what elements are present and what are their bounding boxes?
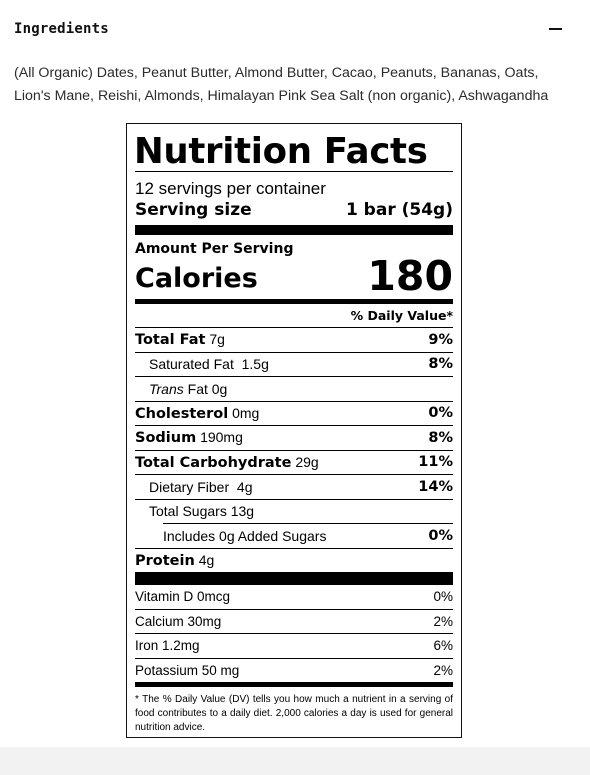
calories-label: Calories — [135, 263, 258, 294]
nutrient-row-potassium: Potassium 50 mg 2% — [135, 657, 453, 683]
nutrient-dv: 14% — [418, 478, 453, 495]
nutrient-row-calcium: Calcium 30mg 2% — [135, 608, 453, 634]
ingredients-accordion-header[interactable]: Ingredients — [14, 18, 566, 40]
nutrient-label: Vitamin D 0mcg — [135, 589, 231, 605]
calories-value: 180 — [367, 252, 453, 300]
nutrient-row-vitamin-d: Vitamin D 0mcg 0% — [135, 585, 453, 609]
nutrient-row-sodium: Sodium 190mg 8% — [135, 425, 453, 450]
nutrient-label: Dietary Fiber — [149, 478, 230, 495]
nutrient-label: Iron 1.2mg — [135, 638, 200, 654]
serving-size-row: Serving size 1 bar (54g) — [135, 199, 453, 221]
nutrient-amount: 1.5g — [241, 356, 269, 373]
nutrient-label: Includes 0g Added Sugars — [163, 527, 327, 544]
nutrient-label: Saturated Fat — [149, 356, 234, 373]
nutrient-row-saturated-fat: Saturated Fat 1.5g 8% — [135, 351, 453, 377]
nutrient-label: Calcium 30mg — [135, 613, 222, 629]
nutrient-row-total-fat: Total Fat 7g 9% — [135, 327, 453, 352]
nutrition-title: Nutrition Facts — [134, 131, 428, 172]
nutrient-amount: 190mg — [200, 429, 243, 446]
nutrient-label: Protein — [135, 552, 195, 569]
nutrient-label: Sodium — [135, 430, 197, 447]
nutrient-amount: 0g — [211, 380, 228, 397]
nutrient-label: Total Sugars — [149, 503, 227, 520]
nutrient-dv: 0% — [433, 589, 453, 605]
serving-size-value: 1 bar (54g) — [345, 200, 453, 220]
nutrient-label: Potassium 50 mg — [135, 662, 240, 678]
nutrient-label: Total Carbohydrate — [135, 454, 292, 471]
nutrient-row-cholesterol: Cholesterol 0mg 0% — [135, 400, 453, 426]
serving-size-label: Serving size — [135, 200, 252, 220]
nutrient-dv: 6% — [433, 638, 453, 654]
servings-per-container: 12 servings per container — [135, 179, 326, 198]
nutrient-amount: 13g — [230, 503, 255, 520]
nutrient-row-added-sugars: Includes 0g Added Sugars 0% — [163, 523, 453, 548]
nutrient-dv: 9% — [428, 331, 453, 348]
page-bottom-band — [0, 747, 590, 775]
ingredients-list: (All Organic) Dates, Peanut Butter, Almo… — [14, 65, 549, 104]
divider-heavy — [135, 572, 453, 585]
nutrient-label-italic: Trans — [149, 380, 184, 397]
nutrient-dv: 8% — [428, 356, 453, 373]
nutrient-row-total-carbohydrate: Total Carbohydrate 29g 11% — [135, 449, 453, 475]
divider-medium — [135, 682, 453, 687]
nutrient-dv: 0% — [428, 405, 453, 422]
divider-heavy — [135, 225, 453, 235]
divider — [135, 171, 453, 172]
nutrient-row-total-sugars: Total Sugars 13g — [135, 498, 453, 524]
nutrient-dv: 8% — [428, 429, 453, 446]
daily-value-header: % Daily Value* — [350, 308, 453, 323]
nutrient-amount: 29g — [295, 453, 319, 470]
divider-medium — [135, 299, 453, 304]
nutrient-label: Cholesterol — [135, 405, 229, 422]
nutrition-facts-label: Nutrition Facts 12 servings per containe… — [126, 123, 462, 738]
nutrient-label: Fat — [187, 380, 208, 397]
nutrient-dv: 0% — [428, 527, 453, 544]
nutrient-row-iron: Iron 1.2mg 6% — [135, 633, 453, 658]
accordion-title: Ingredients — [14, 21, 109, 37]
nutrient-row-trans-fat: Trans Fat 0g — [135, 376, 453, 401]
nutrient-dv: 2% — [433, 662, 453, 678]
nutrient-amount: 7g — [209, 331, 225, 348]
daily-value-footnote: * The % Daily Value (DV) tells you how m… — [135, 694, 453, 733]
nutrient-row-dietary-fiber: Dietary Fiber 4g 14% — [135, 474, 453, 499]
nutrient-amount: 4g — [236, 478, 253, 495]
minus-icon[interactable] — [549, 28, 562, 30]
nutrient-label: Total Fat — [135, 332, 206, 349]
nutrient-row-protein: Protein 4g — [135, 547, 453, 573]
calories-row: Calories 180 — [135, 252, 453, 300]
nutrient-amount: 0mg — [232, 404, 260, 421]
nutrient-dv: 11% — [418, 454, 453, 471]
nutrient-dv: 2% — [433, 613, 453, 629]
nutrient-amount: 4g — [198, 551, 215, 568]
amount-per-serving: Amount Per Serving — [135, 241, 294, 257]
